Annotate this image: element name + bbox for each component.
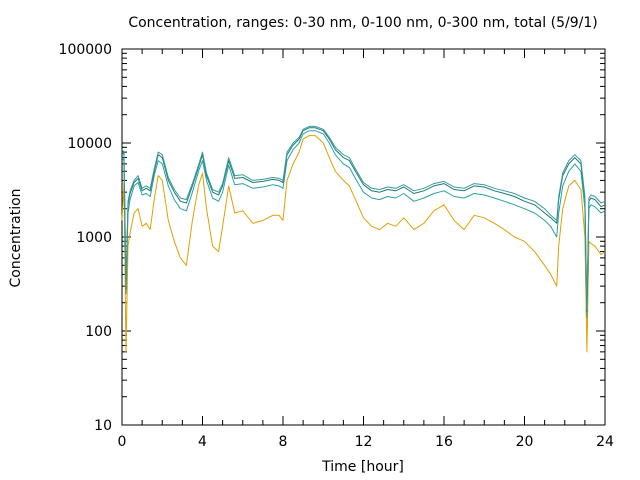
series-line-2 (121, 130, 606, 318)
chart-title: Concentration, ranges: 0-30 nm, 0-100 nm… (128, 15, 597, 31)
x-tick-label: 20 (516, 434, 534, 450)
y-tick-label: 10 (94, 418, 112, 434)
y-tick-label: 1000 (76, 230, 112, 246)
x-tick-label: 0 (118, 434, 127, 450)
series-line-3 (121, 127, 606, 313)
x-tick-label: 16 (435, 434, 453, 450)
series-line-4 (121, 125, 606, 310)
x-tick-label: 12 (355, 434, 373, 450)
y-axis-label: Concentration (8, 188, 24, 287)
x-axis-ticks: 0 4 8 12 16 20 24 (118, 49, 614, 450)
y-axis-ticks: 10 100 1000 10000 100000 (59, 42, 605, 434)
y-tick-label: 100000 (59, 42, 112, 58)
y-tick-label: 10000 (67, 136, 112, 152)
plot-area-border (121, 48, 606, 426)
x-tick-label: 8 (279, 434, 288, 450)
series-line-1 (121, 135, 606, 353)
x-tick-label: 4 (198, 434, 207, 450)
y-tick-label: 100 (85, 324, 112, 340)
x-tick-label: 24 (596, 434, 614, 450)
series-group (121, 125, 606, 353)
x-axis-label: Time [hour] (321, 459, 404, 475)
plot-frame (121, 48, 606, 426)
